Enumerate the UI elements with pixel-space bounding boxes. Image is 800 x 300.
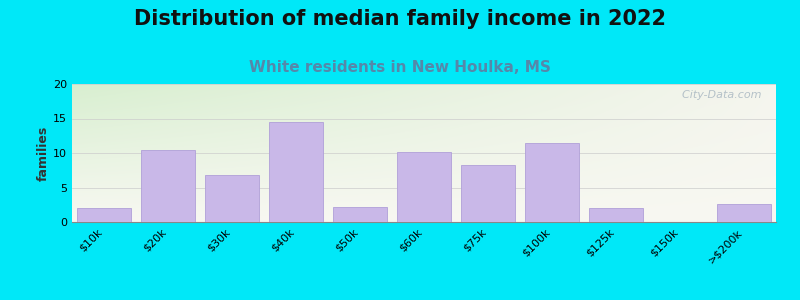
Y-axis label: families: families [38,125,50,181]
Text: White residents in New Houlka, MS: White residents in New Houlka, MS [249,60,551,75]
Bar [77,208,131,222]
Bar [333,207,387,222]
Bar [461,165,515,222]
Bar [717,204,771,222]
Text: Distribution of median family income in 2022: Distribution of median family income in … [134,9,666,29]
Text: City-Data.com: City-Data.com [675,89,762,100]
Bar [205,175,259,222]
Bar [525,142,579,222]
Bar [589,208,643,222]
Bar [141,150,195,222]
Bar [397,152,451,222]
Bar [269,122,323,222]
